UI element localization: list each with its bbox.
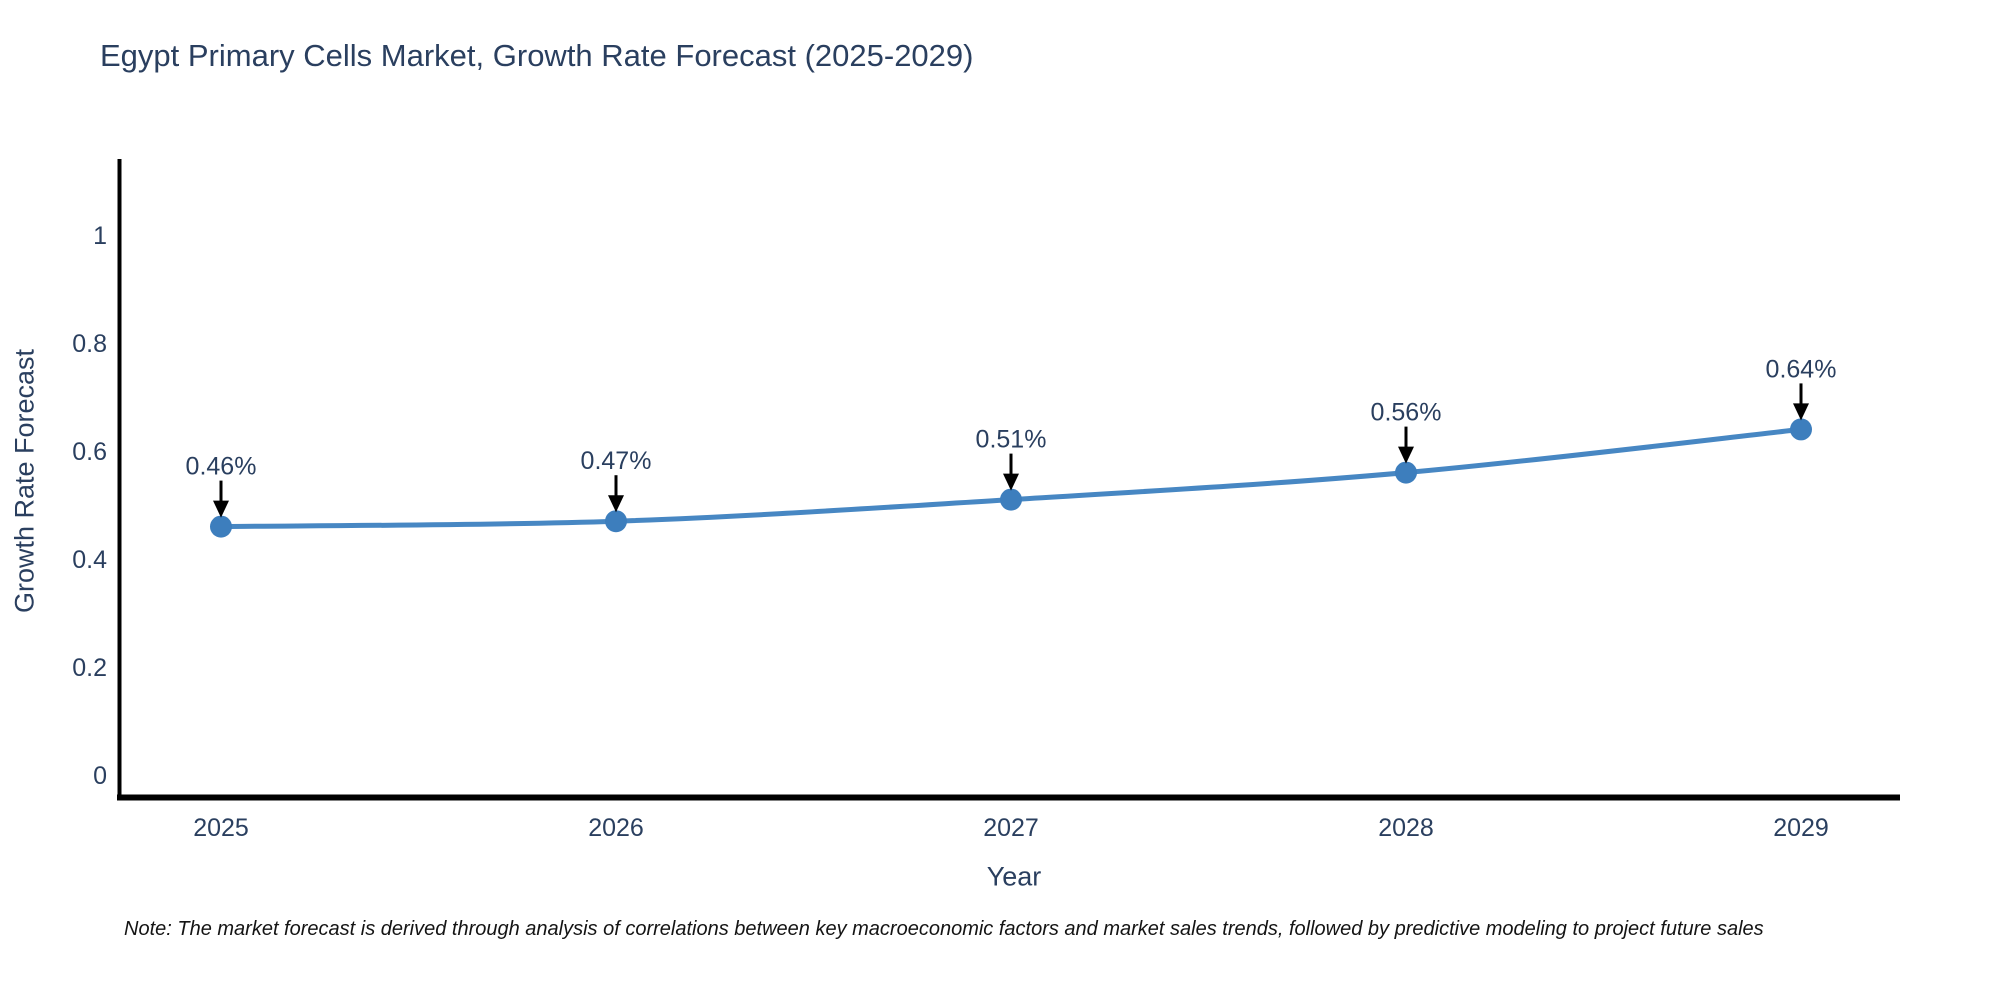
y-tick-label: 0.4 (72, 546, 107, 574)
data-point-marker (605, 510, 627, 533)
x-tick-label: 2025 (193, 814, 249, 842)
x-tick-label: 2028 (1378, 814, 1434, 842)
data-point-label: 0.47% (581, 447, 652, 475)
data-point-label: 0.64% (1766, 355, 1837, 383)
x-tick-label: 2027 (983, 814, 1039, 842)
x-axis-line (117, 794, 1900, 801)
annotation-arrow-head (608, 495, 624, 513)
x-tick-label: 2026 (588, 814, 644, 842)
y-tick-label: 0 (93, 762, 107, 790)
annotation-arrow-head (1003, 473, 1019, 491)
data-point-label: 0.51% (976, 426, 1047, 454)
annotation-arrow-head (1793, 403, 1809, 421)
annotation-arrow-head (213, 500, 229, 518)
data-point-marker (1790, 418, 1812, 441)
x-tick-label: 2029 (1773, 814, 1829, 842)
data-point-marker (210, 515, 232, 538)
y-axis-line (117, 159, 122, 800)
data-point-marker (1395, 461, 1417, 484)
y-tick-label: 0.6 (72, 438, 107, 466)
y-tick-label: 0.8 (72, 330, 107, 358)
footnote: Note: The market forecast is derived thr… (124, 918, 1764, 940)
chart-title: Egypt Primary Cells Market, Growth Rate … (100, 38, 974, 73)
y-tick-label: 1 (93, 222, 107, 250)
data-point-label: 0.46% (186, 453, 257, 481)
annotation-arrow-head (1398, 446, 1414, 464)
data-point-label: 0.56% (1371, 399, 1442, 427)
x-axis-title: Year (986, 861, 1042, 892)
y-tick-label: 0.2 (72, 654, 107, 682)
data-point-marker (1000, 488, 1022, 511)
